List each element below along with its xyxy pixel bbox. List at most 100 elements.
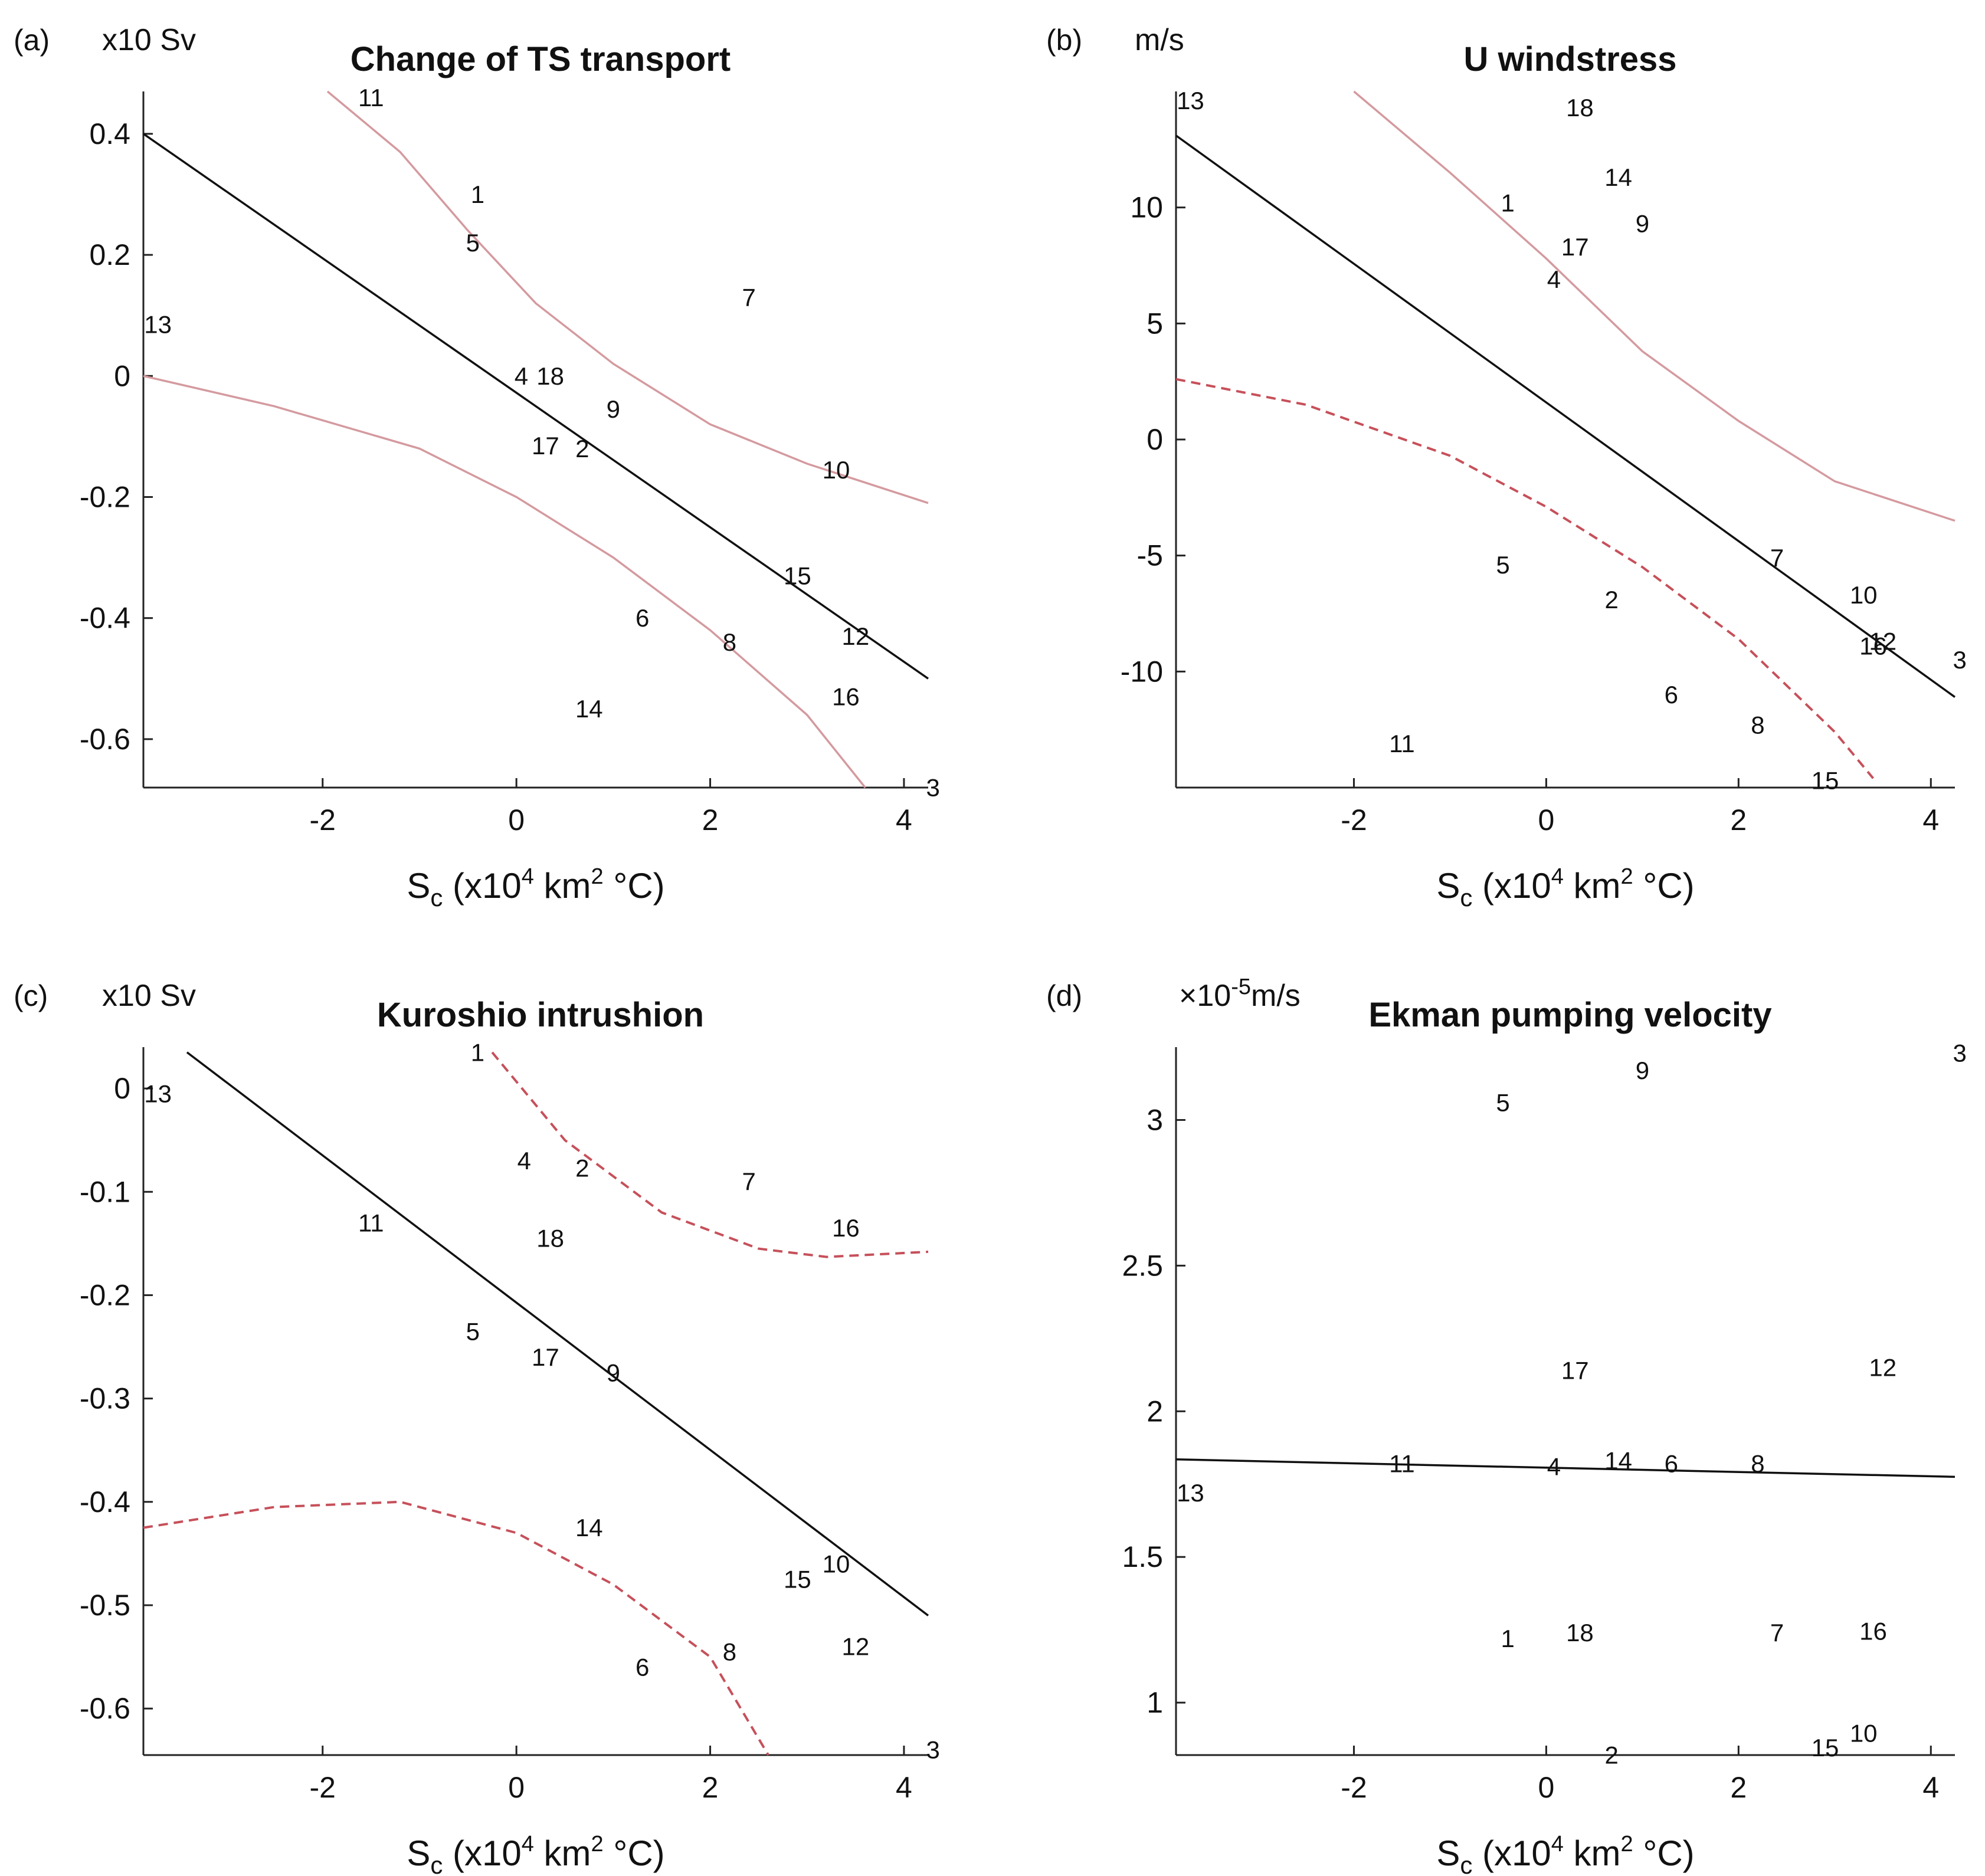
lower-confidence-curve [143, 1500, 769, 1756]
data-point-label: 1 [1501, 189, 1515, 217]
data-point-label: 10 [823, 1550, 850, 1577]
y-tick-label: 0 [1147, 423, 1163, 456]
panel-4: 32.521.51-2 0 2 412345678910111213141516171… [1046, 975, 1967, 1876]
x-tick-label: 2 [1730, 803, 1747, 837]
chart-title: U windstress [1464, 40, 1677, 78]
data-point-label: 17 [532, 432, 559, 460]
x-tick-label: -2 [310, 1771, 336, 1804]
data-point-label: 11 [358, 84, 384, 111]
x-tick-label: 2 [1730, 1771, 1747, 1804]
y-unit-label: x10 Sv [102, 23, 196, 57]
x-axis-label: Sc (x104 km2 °C) [1436, 1832, 1694, 1876]
data-point-label: 8 [723, 1638, 736, 1665]
y-unit-label: m/s [1135, 23, 1184, 57]
panel-letter: (a) [14, 24, 50, 57]
data-point-label: 7 [742, 283, 756, 311]
lower-confidence-curve [143, 375, 866, 789]
data-point-label: 15 [1812, 1734, 1839, 1762]
data-point-label: 9 [1636, 1057, 1649, 1084]
data-point-label: 5 [1496, 551, 1509, 579]
y-tick-label: 1 [1147, 1686, 1163, 1719]
data-point-label: 8 [1751, 1450, 1764, 1478]
x-tick-label: -2 [310, 803, 336, 837]
x-tick-label: 4 [896, 803, 912, 837]
regression-line [143, 133, 929, 680]
regression-line [1175, 1458, 1955, 1478]
x-tick-label: 4 [1922, 803, 1939, 837]
data-point-label: 6 [1665, 1450, 1678, 1478]
data-point-label: 11 [1389, 1450, 1415, 1478]
chart-title: Ekman pumping velocity [1368, 996, 1771, 1034]
data-point-label: 8 [723, 628, 736, 656]
data-point-label: 15 [784, 1566, 811, 1593]
data-point-label: 5 [466, 229, 480, 257]
data-point-label: 10 [823, 456, 850, 484]
data-point-label: 10 [1850, 1719, 1878, 1747]
y-tick-label: -5 [1137, 539, 1163, 572]
regression-line [1175, 135, 1956, 698]
data-point-label: 1 [1501, 1625, 1515, 1652]
panel-3: 0-0.1-0.2-0.3-0.4-0.5-0.6-2 0 2 41234567891… [14, 979, 940, 1876]
data-point-label: 14 [1604, 163, 1632, 191]
y-tick-label: -0.4 [80, 1485, 130, 1518]
data-point-label: 17 [1561, 1357, 1589, 1385]
data-point-label: 7 [1770, 544, 1784, 572]
data-point-label: 15 [784, 562, 811, 589]
data-point-label: 2 [1605, 1741, 1619, 1769]
data-point-label: 17 [1561, 233, 1589, 261]
y-tick-label: -0.2 [80, 1278, 130, 1311]
x-tick-label: 2 [702, 1771, 719, 1804]
data-point-label: 12 [1869, 1354, 1896, 1382]
y-tick-label: 10 [1130, 191, 1163, 224]
data-point-label: 12 [841, 1633, 869, 1661]
panel-letter: (b) [1046, 24, 1082, 57]
upper-confidence-curve [491, 1051, 929, 1258]
x-axis-label: Sc (x104 km2 °C) [407, 1832, 664, 1876]
data-point-label: 18 [536, 1225, 564, 1252]
y-tick-label: -0.6 [80, 723, 130, 756]
y-tick-label: 0.4 [89, 117, 130, 150]
y-tick-label: -0.5 [80, 1589, 130, 1622]
data-point-label: 13 [1177, 1479, 1204, 1507]
data-point-label: 7 [742, 1167, 756, 1195]
data-point-label: 11 [1389, 730, 1415, 757]
data-point-label: 1 [471, 181, 484, 208]
data-point-label: 13 [144, 1080, 172, 1107]
data-point-label: 2 [575, 1154, 589, 1182]
y-unit-label: x10 Sv [102, 979, 196, 1013]
data-point-label: 11 [358, 1209, 384, 1237]
y-tick-label: -0.3 [80, 1382, 130, 1415]
data-point-label: 9 [607, 395, 620, 423]
data-point-label: 12 [1869, 628, 1896, 655]
data-point-label: 17 [532, 1343, 559, 1371]
lower-confidence-curve [1175, 378, 1875, 779]
data-point-label: 16 [1859, 1618, 1887, 1645]
chart-title: Change of TS transport [351, 40, 731, 78]
data-point-label: 5 [466, 1317, 480, 1345]
data-point-label: 3 [926, 1736, 940, 1764]
x-tick-label: 2 [702, 803, 719, 837]
x-axis-label: Sc (x104 km2 °C) [1436, 864, 1694, 911]
data-point-label: 16 [832, 683, 860, 711]
data-point-label: 13 [1177, 87, 1204, 114]
data-point-label: 9 [1636, 210, 1649, 238]
data-point-label: 6 [636, 604, 649, 632]
y-tick-label: -10 [1121, 655, 1163, 688]
data-point-label: 6 [1665, 681, 1678, 709]
y-tick-label: 2.5 [1122, 1249, 1163, 1282]
upper-confidence-curve [326, 90, 929, 504]
data-point-label: 2 [1605, 586, 1619, 614]
panel-letter: (c) [14, 979, 48, 1012]
x-tick-label: 4 [1922, 1771, 1939, 1804]
data-point-label: 4 [515, 362, 528, 390]
y-tick-label: 3 [1147, 1103, 1163, 1136]
data-point-label: 14 [1604, 1447, 1632, 1475]
data-point-label: 8 [1751, 711, 1764, 739]
regression-line [186, 1051, 929, 1616]
x-tick-label: 0 [1538, 1771, 1555, 1804]
data-point-label: 14 [575, 1514, 603, 1542]
data-point-label: 5 [1496, 1088, 1509, 1116]
data-point-label: 3 [1953, 1039, 1966, 1067]
